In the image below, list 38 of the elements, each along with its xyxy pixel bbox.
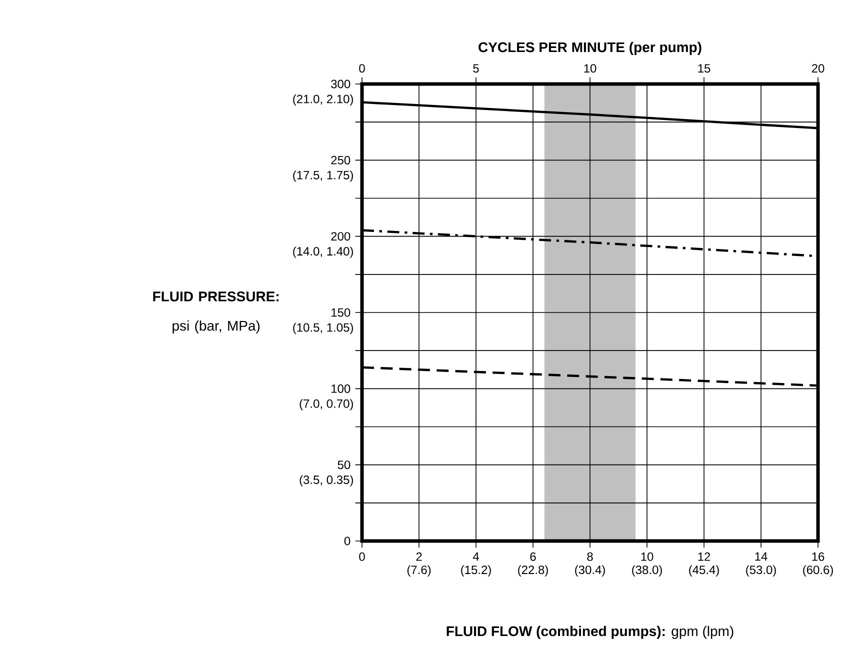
x-tick-label: 16 [812,552,824,561]
x-axis-title: FLUID FLOW (combined pumps): gpm (lpm) [446,626,734,639]
x2-tick-label: 10 [584,64,596,73]
text: (22.8) [518,565,548,576]
text: (7.6) [407,565,431,576]
text: (14.0, 1.40) [293,246,353,258]
text: (3.5, 0.35) [300,475,353,486]
text: (45.4) [689,565,719,576]
y-tick-label: 250 [331,156,350,164]
x-tick-label: 2 [416,552,422,561]
text: (53.0) [746,565,776,576]
x-tick-label: 0 [359,552,365,561]
x-tick-label: 6 [530,552,536,561]
text: (38.0) [632,565,662,576]
x-tick-label: 12 [698,552,710,561]
y-tick-label: 50 [338,460,350,470]
y-tick-label: 150 [332,308,350,317]
text: (10.5, 1.05) [293,322,353,334]
text: (30.4) [575,565,605,576]
x-tick-label: 8 [587,552,593,561]
x-tick-label: 10 [641,552,654,561]
text: (7.0, 0.70) [300,399,353,410]
text: (21.0, 2.10) [293,94,353,106]
x2-tick-label: 15 [698,64,710,73]
y-tick-label: 300 [331,80,350,88]
y-tick-label: 200 [331,232,350,241]
x2-tick-label: 0 [359,64,365,73]
text: FLUID PRESSURE: psi (bar, MPa) [153,292,278,334]
x2-tick-label: 5 [473,64,479,73]
text: (60.6) [803,565,833,576]
x-tick-label: 14 [755,552,768,561]
y-tick-label: 100 [332,384,350,393]
x-tick-label: 4 [472,552,479,561]
text: (15.2) [461,565,491,576]
text: (17.5, 1.75) [293,170,353,182]
x2-axis-title: CYCLES PER MINUTE (per pump) [478,42,702,55]
x2-tick-label: 20 [812,64,824,73]
y-tick-label: 0 [344,536,350,546]
